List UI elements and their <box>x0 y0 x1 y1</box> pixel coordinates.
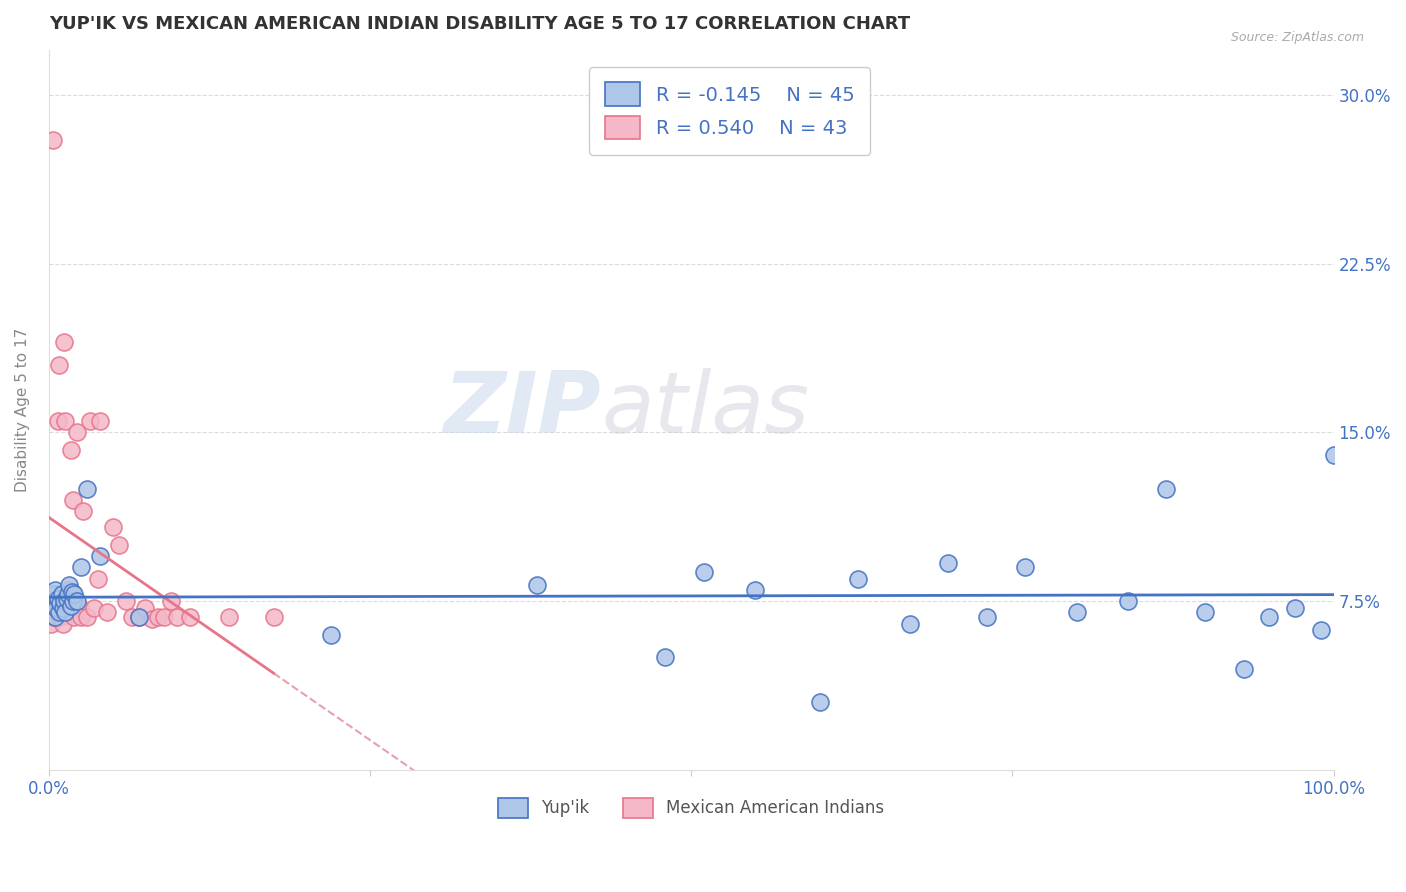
Point <box>128 610 150 624</box>
Point <box>1284 601 1306 615</box>
Point <box>96 606 118 620</box>
Point <box>89 549 111 564</box>
Point <box>70 610 93 624</box>
Point <box>41 133 63 147</box>
Point <box>898 616 921 631</box>
Point <box>693 565 716 579</box>
Point <box>134 601 156 615</box>
Point <box>45 601 67 615</box>
Point <box>808 696 831 710</box>
Point <box>49 610 72 624</box>
Point <box>846 572 869 586</box>
Point <box>46 594 69 608</box>
Point <box>51 587 73 601</box>
Point <box>976 610 998 624</box>
Point <box>1309 624 1331 638</box>
Point <box>101 520 124 534</box>
Point <box>1066 606 1088 620</box>
Point <box>263 610 285 624</box>
Point <box>58 599 80 613</box>
Point <box>44 594 66 608</box>
Point <box>654 650 676 665</box>
Point <box>55 606 77 620</box>
Point <box>46 414 69 428</box>
Point <box>72 504 94 518</box>
Point <box>1116 594 1139 608</box>
Point <box>41 599 63 613</box>
Point <box>58 578 80 592</box>
Point <box>114 594 136 608</box>
Point <box>42 610 65 624</box>
Point <box>63 610 86 624</box>
Point <box>744 582 766 597</box>
Point <box>46 591 69 606</box>
Point <box>218 610 240 624</box>
Point <box>1014 560 1036 574</box>
Text: atlas: atlas <box>602 368 810 451</box>
Point <box>108 538 131 552</box>
Point <box>44 610 66 624</box>
Point <box>41 616 63 631</box>
Point <box>66 594 89 608</box>
Point <box>59 599 82 613</box>
Point <box>55 591 77 606</box>
Point <box>53 335 76 350</box>
Point <box>45 601 67 615</box>
Point <box>1322 448 1344 462</box>
Point <box>76 610 98 624</box>
Point <box>86 572 108 586</box>
Point <box>121 610 143 624</box>
Point <box>60 585 83 599</box>
Point <box>69 601 91 615</box>
Point <box>53 594 76 608</box>
Point <box>44 582 66 597</box>
Point <box>63 587 86 601</box>
Point <box>41 594 63 608</box>
Point <box>49 597 72 611</box>
Point <box>56 587 79 601</box>
Point <box>1156 482 1178 496</box>
Text: YUP'IK VS MEXICAN AMERICAN INDIAN DISABILITY AGE 5 TO 17 CORRELATION CHART: YUP'IK VS MEXICAN AMERICAN INDIAN DISABI… <box>49 15 910 33</box>
Point <box>62 594 84 608</box>
Point <box>1194 606 1216 620</box>
Point <box>66 425 89 440</box>
Y-axis label: Disability Age 5 to 17: Disability Age 5 to 17 <box>15 327 30 492</box>
Point <box>128 610 150 624</box>
Point <box>59 443 82 458</box>
Point <box>48 606 70 620</box>
Point <box>52 616 75 631</box>
Point <box>62 492 84 507</box>
Legend: Yup'ik, Mexican American Indians: Yup'ik, Mexican American Indians <box>489 789 893 827</box>
Point <box>70 560 93 574</box>
Point <box>1258 610 1281 624</box>
Point <box>146 610 169 624</box>
Point <box>321 628 343 642</box>
Point <box>159 594 181 608</box>
Point <box>166 610 188 624</box>
Point <box>1232 662 1254 676</box>
Text: ZIP: ZIP <box>443 368 602 451</box>
Text: Source: ZipAtlas.com: Source: ZipAtlas.com <box>1230 31 1364 45</box>
Point <box>51 606 73 620</box>
Point <box>153 610 176 624</box>
Point <box>936 556 959 570</box>
Point <box>76 482 98 496</box>
Point <box>48 358 70 372</box>
Point <box>89 414 111 428</box>
Point <box>79 414 101 428</box>
Point <box>55 414 77 428</box>
Point <box>42 587 65 601</box>
Point <box>526 578 548 592</box>
Point <box>56 582 79 597</box>
Point <box>60 594 83 608</box>
Point <box>83 601 105 615</box>
Point <box>141 612 163 626</box>
Point <box>179 610 201 624</box>
Point <box>52 601 75 615</box>
